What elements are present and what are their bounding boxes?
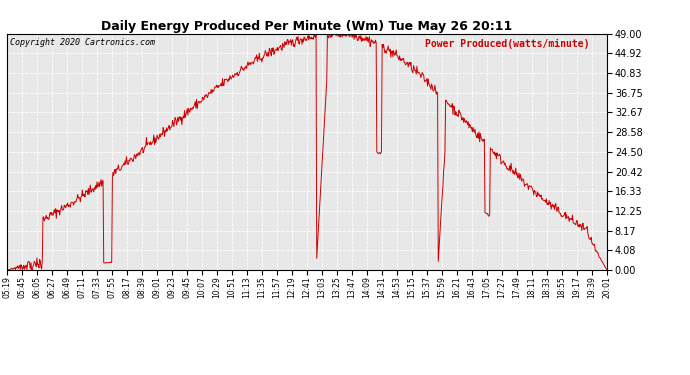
Text: Copyright 2020 Cartronics.com: Copyright 2020 Cartronics.com — [10, 39, 155, 48]
Text: Power Produced(watts/minute): Power Produced(watts/minute) — [424, 39, 589, 48]
Title: Daily Energy Produced Per Minute (Wm) Tue May 26 20:11: Daily Energy Produced Per Minute (Wm) Tu… — [101, 20, 513, 33]
